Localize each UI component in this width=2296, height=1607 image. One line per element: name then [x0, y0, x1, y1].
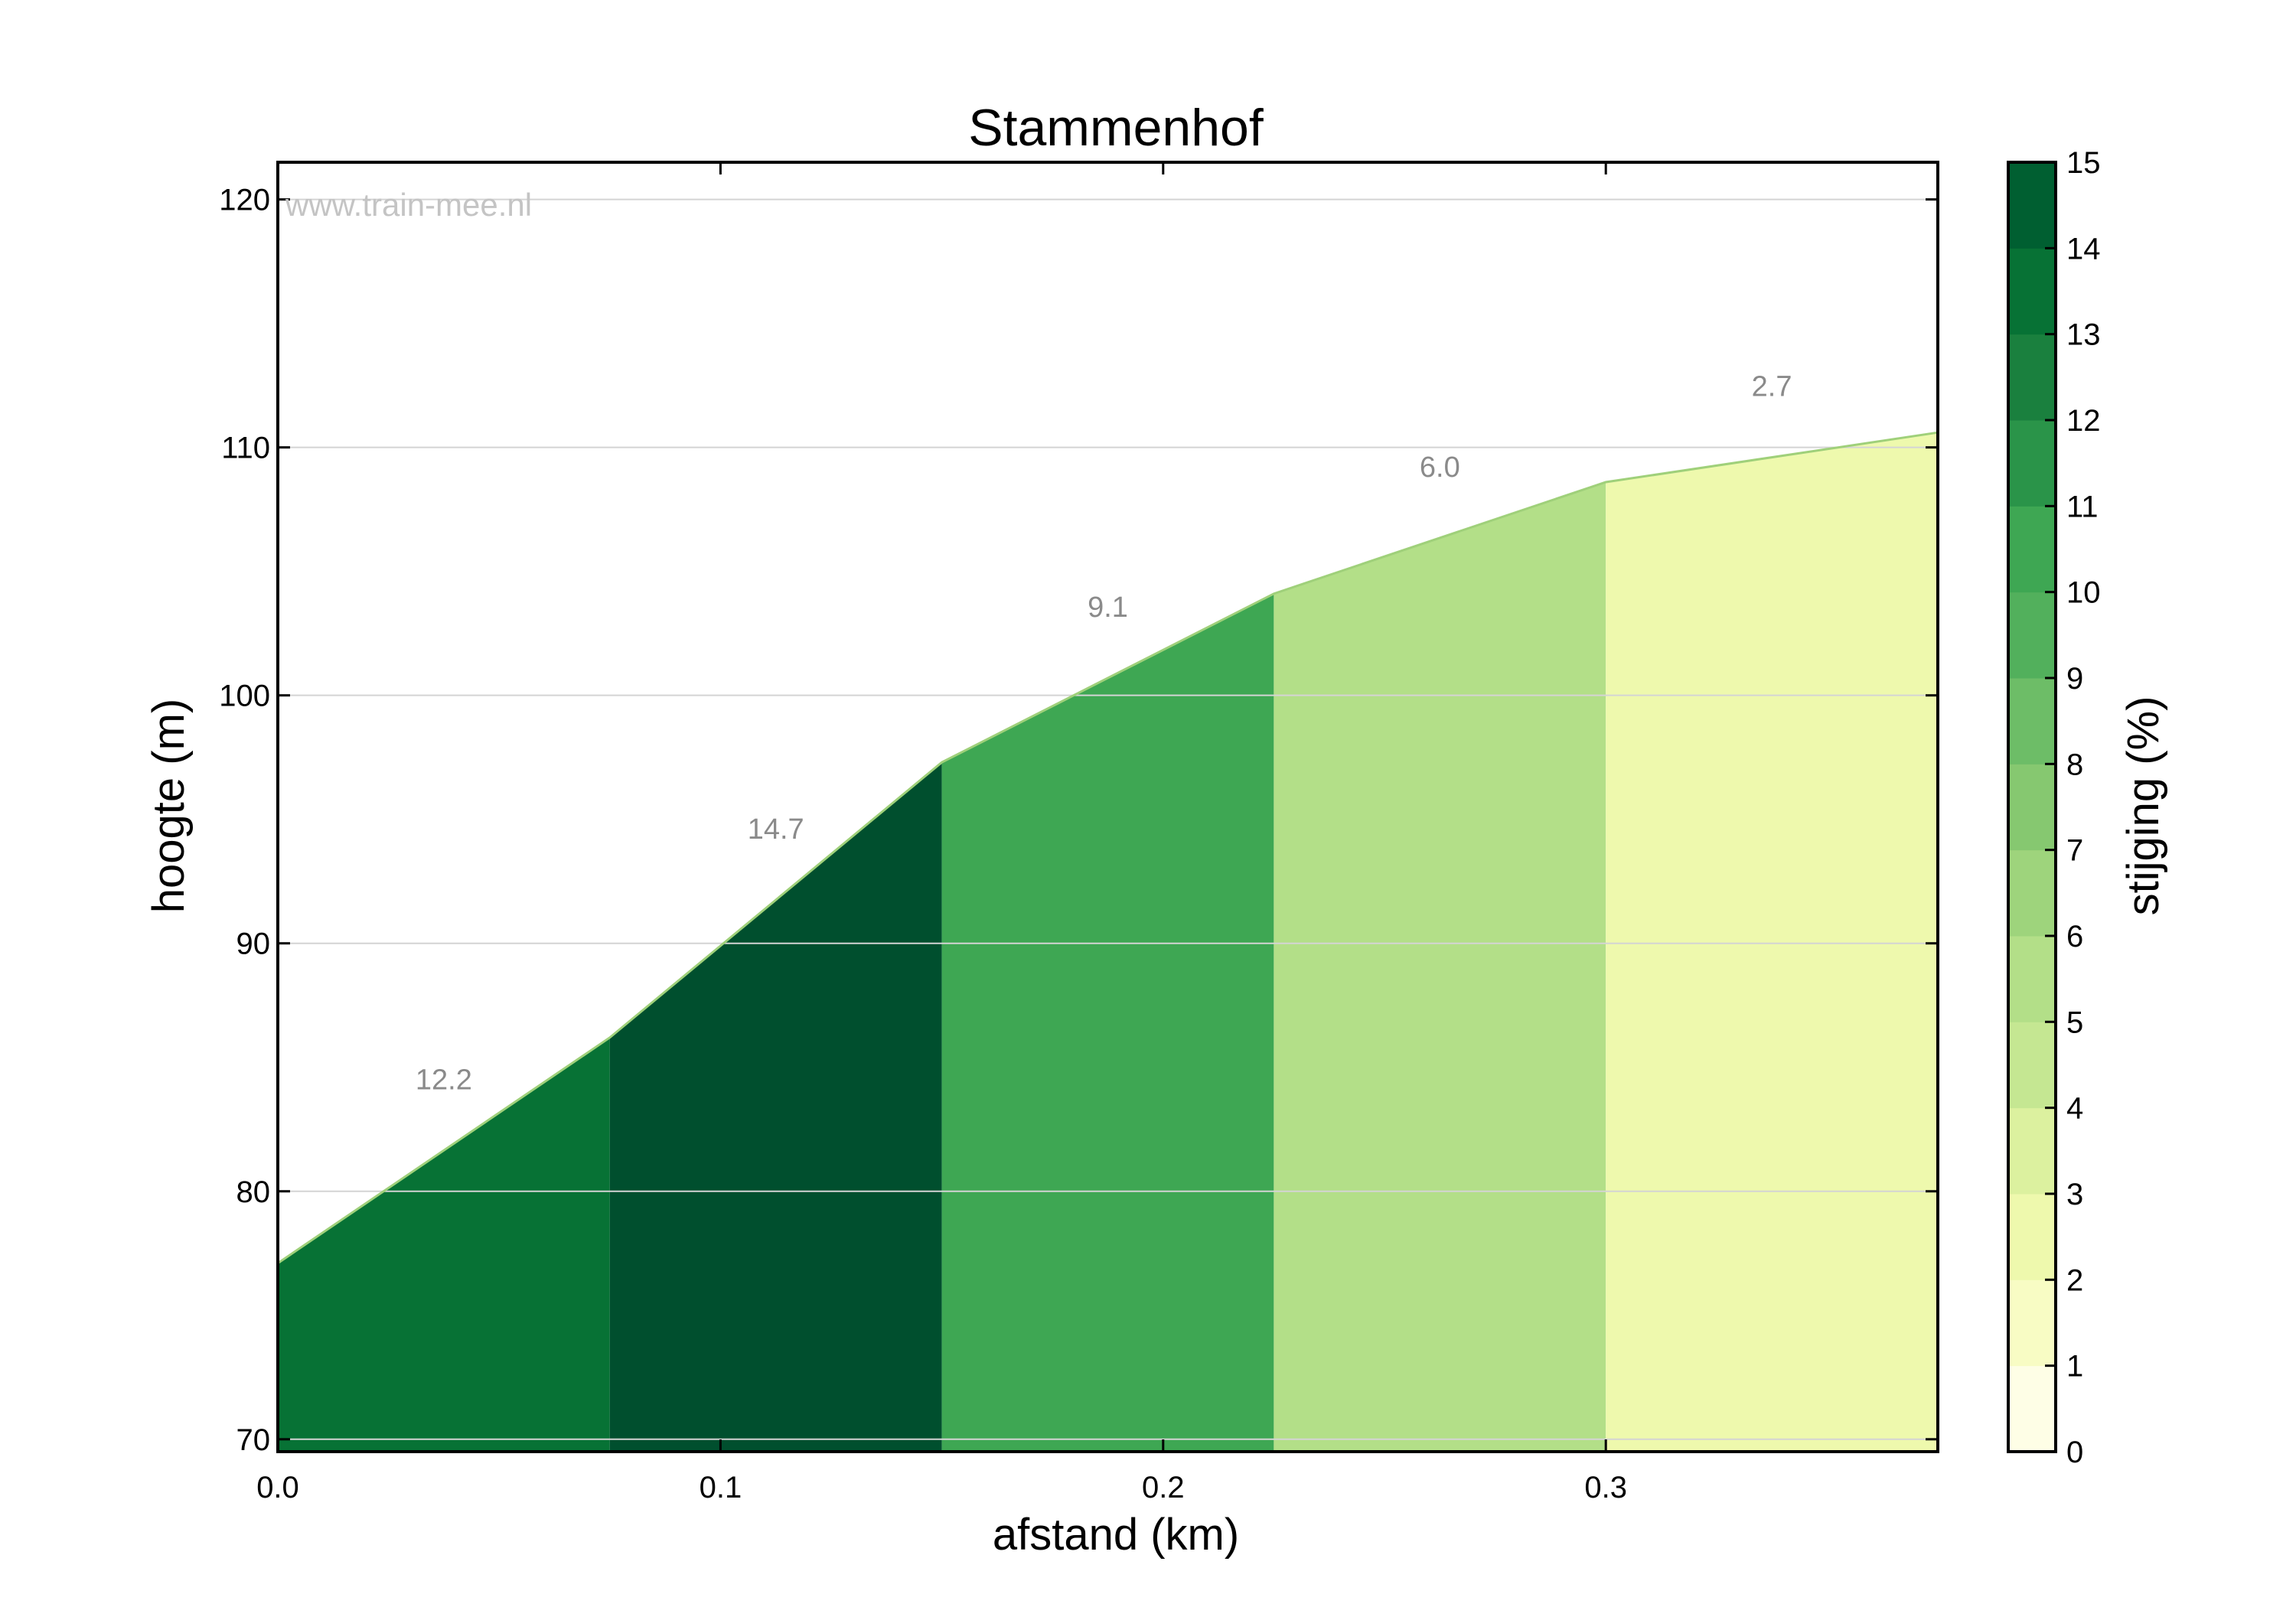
colorbar-tick-label: 7	[2066, 834, 2083, 868]
y-axis-title: hoogte (m)	[144, 699, 194, 913]
segment-label: 9.1	[1088, 592, 1128, 624]
profile-line	[277, 431, 1939, 1264]
y-tick-labels: 70 80 90 100 110 120	[219, 184, 270, 1457]
colorbar-ticks	[2045, 161, 2056, 1453]
colorbar-band	[2008, 506, 2056, 593]
segment-label: 6.0	[1420, 451, 1460, 484]
colorbar-tick-label: 3	[2066, 1178, 2083, 1211]
segment-fill-4	[1274, 482, 1606, 1452]
y-tick-label: 110	[221, 432, 270, 465]
y-tick-label: 100	[219, 680, 270, 713]
segment-label: 2.7	[1752, 371, 1792, 403]
colorbar-tick-label: 11	[2066, 490, 2099, 523]
colorbar-band	[2008, 1365, 2056, 1452]
segment-fill-5	[1606, 432, 1938, 1452]
x-tick-labels: 0.0 0.1 0.2 0.3	[256, 1471, 1627, 1504]
x-tick-label: 0.3	[1584, 1471, 1627, 1504]
segment-fill-2	[609, 762, 942, 1452]
profile-outline	[277, 431, 1939, 1264]
watermark: www.train-mee.nl	[285, 187, 532, 223]
gridlines	[278, 198, 1938, 1440]
axis-ticks	[276, 162, 1938, 1452]
colorbar-tick-label: 9	[2066, 662, 2083, 696]
colorbar-tick-label: 4	[2066, 1092, 2083, 1126]
x-axis-title: afstand (km)	[993, 1510, 1239, 1560]
colorbar-band	[2008, 678, 2056, 764]
y-tick-label: 80	[236, 1175, 271, 1209]
colorbar-band	[2008, 1279, 2056, 1367]
x-tick-label: 0.2	[1142, 1471, 1185, 1504]
segment-label: 12.2	[416, 1064, 472, 1096]
colorbar-frame	[2007, 161, 2057, 1453]
colorbar-tick-label: 13	[2066, 318, 2101, 352]
plot-frame	[276, 161, 1939, 1453]
colorbar-tick-label: 1	[2066, 1350, 2083, 1384]
colorbar-tick-label: 2	[2066, 1263, 2083, 1297]
chart-title: Stammenhof	[968, 99, 1264, 157]
colorbar-tick-label: 6	[2066, 920, 2083, 953]
colorbar	[2008, 162, 2056, 1452]
segment-labels: 12.2 14.7 9.1 6.0 2.7	[416, 371, 1792, 1097]
colorbar-band	[2008, 1194, 2056, 1280]
colorbar-tick-label: 0	[2066, 1436, 2083, 1469]
colorbar-band	[2008, 1022, 2056, 1109]
colorbar-band	[2008, 592, 2056, 679]
colorbar-title: stijging (%)	[2118, 696, 2168, 916]
x-tick-label: 0.0	[256, 1471, 299, 1504]
y-tick-label: 120	[219, 184, 270, 217]
colorbar-tick-label: 10	[2066, 576, 2101, 610]
x-tick-label: 0.1	[700, 1471, 742, 1504]
colorbar-band	[2008, 1107, 2056, 1195]
colorbar-tick-label: 8	[2066, 748, 2083, 781]
colorbar-tick-label: 14	[2066, 232, 2101, 266]
segment-label: 14.7	[748, 813, 804, 846]
colorbar-tick-label: 15	[2066, 146, 2101, 180]
colorbar-band	[2008, 162, 2056, 249]
colorbar-band	[2008, 849, 2056, 937]
colorbar-tick-label: 5	[2066, 1006, 2083, 1039]
colorbar-band	[2008, 248, 2056, 335]
colorbar-band	[2008, 936, 2056, 1022]
colorbar-tick-label: 12	[2066, 404, 2101, 438]
segment-fill-1	[278, 1037, 610, 1452]
colorbar-band	[2008, 764, 2056, 851]
colorbar-band	[2008, 334, 2056, 421]
y-tick-label: 90	[236, 927, 271, 961]
y-tick-label: 70	[236, 1423, 271, 1457]
segment-fill-3	[941, 593, 1274, 1452]
colorbar-band	[2008, 420, 2056, 507]
area-segments	[278, 432, 1938, 1452]
